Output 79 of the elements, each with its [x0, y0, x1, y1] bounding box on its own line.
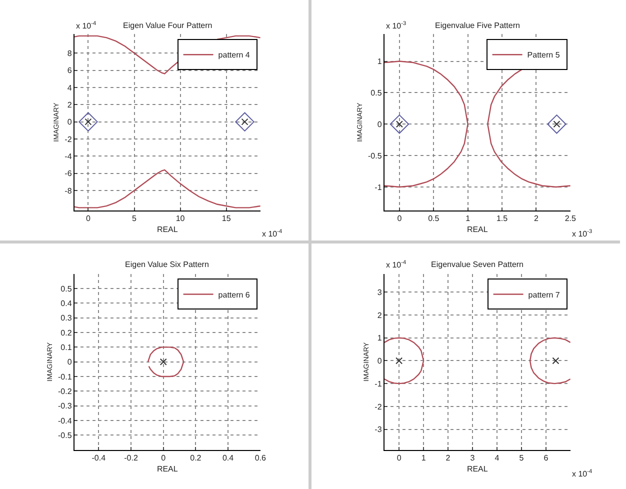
y-tick-label: 0.1: [60, 342, 72, 352]
chart-title: Eigen Value Four Pattern: [123, 21, 212, 30]
legend-label: Pattern 5: [527, 50, 560, 60]
y-tick-label: 0.5: [370, 88, 382, 98]
y-tick-label: -0.4: [58, 416, 72, 426]
text: x 10$^{-4}$: [386, 260, 406, 270]
y-tick-label: 2: [67, 100, 72, 110]
legend-label: pattern 4: [218, 50, 250, 60]
line-series: [384, 337, 424, 384]
y-tick-label: 0: [67, 358, 72, 367]
x-tick-label: 10: [176, 214, 186, 223]
x-tick-label: -0.2: [124, 453, 138, 462]
x-tick-label: 0: [161, 453, 166, 462]
y-tick-label: -1: [374, 379, 382, 388]
line-series: [487, 68, 570, 188]
x-tick-label: 1: [421, 453, 426, 462]
y-tick-label: 2: [377, 310, 382, 320]
text: x 10$^{-3}$: [386, 21, 406, 30]
y-tick-label: 0: [377, 120, 382, 129]
chart-title: Eigen Value Six Pattern: [125, 260, 209, 269]
chart-title: Eigenvalue Seven Pattern: [431, 260, 524, 269]
y-tick-label: 0: [377, 356, 382, 366]
y-tick-label: -0.2: [58, 387, 72, 396]
y-tick-label: 0.2: [60, 328, 72, 338]
x-tick-label: 1.5: [496, 214, 508, 223]
x-tick-label: 1: [466, 214, 471, 223]
x-tick-label: 5: [132, 214, 138, 223]
legend-label: pattern 7: [528, 290, 560, 300]
y-tick-label: 6: [67, 66, 72, 76]
x-axis-title: REAL: [466, 464, 488, 474]
x-tick-label: 0: [86, 214, 91, 223]
legend-label: pattern 6: [218, 290, 250, 300]
x-axis-title: REAL: [156, 464, 178, 474]
y-tick-label: 8: [67, 48, 72, 58]
y-tick-label: -2: [64, 134, 72, 144]
y-tick-label: 4: [67, 83, 72, 92]
text: x 10$^{-4}$: [76, 21, 96, 30]
x-tick-label: 4: [494, 453, 500, 462]
line-series: [74, 169, 260, 208]
x-tick-label: 3: [470, 453, 476, 462]
text: x 10$^{-3}$: [572, 229, 592, 238]
line-series: [384, 60, 468, 188]
x-tick-label: 0.6: [254, 453, 267, 462]
y-tick-label: 0: [67, 118, 72, 127]
chart-title: Eigenvalue Five Pattern: [435, 21, 520, 30]
y-tick-label: 0.5: [60, 284, 72, 294]
y-tick-label: 1: [377, 334, 382, 343]
text: x 10$^{-4}$: [572, 469, 592, 478]
y-tick-label: -6: [64, 169, 72, 178]
x-tick-label: 0.4: [222, 453, 234, 462]
y-tick-label: -0.1: [58, 372, 72, 382]
line-series: [529, 337, 570, 384]
x-tick-label: 0: [396, 453, 402, 462]
x-tick-label: 0: [397, 214, 402, 223]
line-series: [147, 346, 184, 378]
y-tick-label: 1: [377, 57, 382, 66]
y-tick-label: -0.3: [58, 402, 72, 411]
y-tick-label: -1: [374, 182, 382, 192]
y-tick-label: -8: [64, 186, 72, 196]
x-tick-label: 2: [446, 453, 451, 462]
x-tick-label: 0.2: [190, 453, 202, 462]
y-tick-label: -0.5: [368, 151, 382, 160]
y-tick-label: -0.5: [58, 431, 72, 440]
y-tick-label: 3: [377, 288, 382, 297]
y-tick-label: -2: [374, 402, 382, 412]
y-tick-label: -4: [64, 152, 72, 161]
x-axis-title: REAL: [466, 224, 488, 234]
x-tick-label: 2: [534, 214, 539, 223]
y-tick-label: 0.4: [60, 298, 72, 308]
x-tick-label: 15: [222, 214, 232, 223]
x-tick-label: 6: [544, 453, 549, 462]
x-tick-label: 2.5: [564, 214, 577, 223]
x-tick-label: -0.4: [92, 453, 106, 462]
x-tick-label: 0.5: [428, 214, 440, 223]
x-tick-label: 5: [519, 453, 524, 462]
y-tick-label: 0.3: [60, 314, 72, 323]
y-tick-label: -3: [374, 425, 382, 434]
x-axis-title: REAL: [156, 224, 178, 234]
text: x 10$^{-4}$: [262, 229, 282, 238]
